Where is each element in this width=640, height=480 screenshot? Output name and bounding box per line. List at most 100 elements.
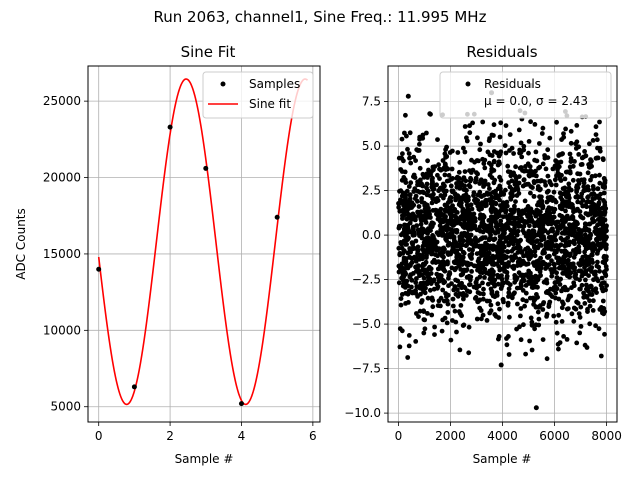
residual-point <box>521 322 526 328</box>
residual-point <box>400 216 405 221</box>
residual-point <box>440 287 446 293</box>
residual-point <box>534 158 540 164</box>
residual-point <box>590 308 596 313</box>
residual-point <box>552 163 558 169</box>
residual-point <box>578 162 584 168</box>
residual-point <box>523 290 529 296</box>
residual-point <box>499 260 505 266</box>
residual-point <box>567 151 573 157</box>
residual-point <box>535 309 541 315</box>
residual-point <box>532 249 538 254</box>
residual-point <box>469 269 474 274</box>
residual-point <box>492 312 498 317</box>
residual-point <box>521 143 527 149</box>
residuals-ticks: 0 2000 4000 6000 8000 −10.0 −7.5 −5.0 −2.5 0.0 2.5… <box>344 95 622 443</box>
residual-point <box>458 246 464 252</box>
residual-point <box>565 262 571 267</box>
residual-point <box>447 234 453 240</box>
residual-point <box>462 169 468 175</box>
sine-fit-legend: Samples Sine fit <box>202 71 314 119</box>
residual-point <box>515 301 520 307</box>
residual-point <box>426 235 431 241</box>
residual-point <box>588 267 594 273</box>
residual-point <box>506 294 511 299</box>
residual-point <box>474 316 480 322</box>
sine-fit-samples-layer <box>96 124 280 407</box>
residual-point <box>406 343 412 349</box>
residual-point <box>512 279 518 285</box>
residual-point <box>459 272 465 277</box>
residual-point <box>508 173 514 179</box>
residual-point <box>553 221 558 227</box>
residual-point <box>528 270 533 276</box>
residual-point <box>444 204 450 209</box>
residual-point <box>532 253 538 259</box>
residual-point <box>466 209 472 215</box>
residual-point <box>595 145 600 151</box>
residual-point <box>563 287 568 293</box>
residual-point <box>518 337 524 343</box>
residual-point <box>421 317 427 322</box>
residual-point <box>590 184 596 189</box>
residual-point <box>448 337 454 343</box>
residual-point <box>483 246 489 252</box>
residual-point <box>576 311 582 316</box>
residual-point <box>528 206 534 212</box>
residual-point <box>450 303 456 309</box>
residual-point <box>574 184 580 190</box>
residual-point <box>569 311 575 317</box>
residual-point <box>565 306 571 311</box>
residuals-ytick-label: 7.5 <box>362 95 381 109</box>
residual-outlier-point <box>405 93 411 99</box>
residual-point <box>559 319 565 324</box>
residual-point <box>550 228 556 234</box>
residual-point <box>465 232 471 238</box>
residual-point <box>543 219 549 225</box>
residual-point <box>540 250 546 256</box>
residual-point <box>535 202 540 208</box>
residual-point <box>441 212 446 218</box>
residual-point <box>528 190 533 196</box>
residual-point <box>563 169 569 175</box>
residual-point <box>414 268 419 274</box>
residual-point <box>578 286 583 292</box>
sine-fit-ytick-label: 20000 <box>43 171 81 185</box>
residual-point <box>541 300 547 305</box>
residual-point <box>597 268 602 274</box>
residual-point <box>526 150 531 156</box>
residual-point <box>593 124 599 130</box>
residual-point <box>490 247 496 252</box>
residual-point <box>553 319 559 325</box>
residual-point <box>505 300 511 306</box>
residual-point <box>545 213 550 219</box>
residual-point <box>475 203 481 209</box>
residual-point <box>397 344 403 350</box>
residual-point <box>534 292 539 297</box>
residual-point <box>491 122 497 128</box>
residual-point <box>601 238 607 244</box>
residual-point <box>488 286 494 292</box>
residual-point <box>595 186 601 192</box>
residual-point <box>424 281 430 287</box>
residual-point <box>439 232 444 238</box>
residual-point <box>522 303 527 309</box>
residual-point <box>399 136 405 142</box>
residual-point <box>557 212 563 218</box>
residual-point <box>530 228 536 234</box>
residuals-panel: Residuals 0 2000 4000 6000 8000 −10.0 −7.5 −5.0… <box>344 43 622 466</box>
residual-point <box>489 132 495 138</box>
legend-sine-fit-label: Sine fit <box>249 97 291 111</box>
residual-point <box>529 322 535 328</box>
residual-point <box>576 261 582 266</box>
residual-point <box>478 236 484 242</box>
residual-point <box>426 208 432 214</box>
residual-point <box>432 324 437 330</box>
residual-point <box>481 291 486 297</box>
residual-point <box>540 161 546 167</box>
residual-point <box>590 288 596 293</box>
residual-point <box>481 286 486 292</box>
residual-point <box>534 238 540 244</box>
residual-point <box>566 242 572 248</box>
residual-point <box>465 238 470 244</box>
residual-point <box>405 291 411 297</box>
